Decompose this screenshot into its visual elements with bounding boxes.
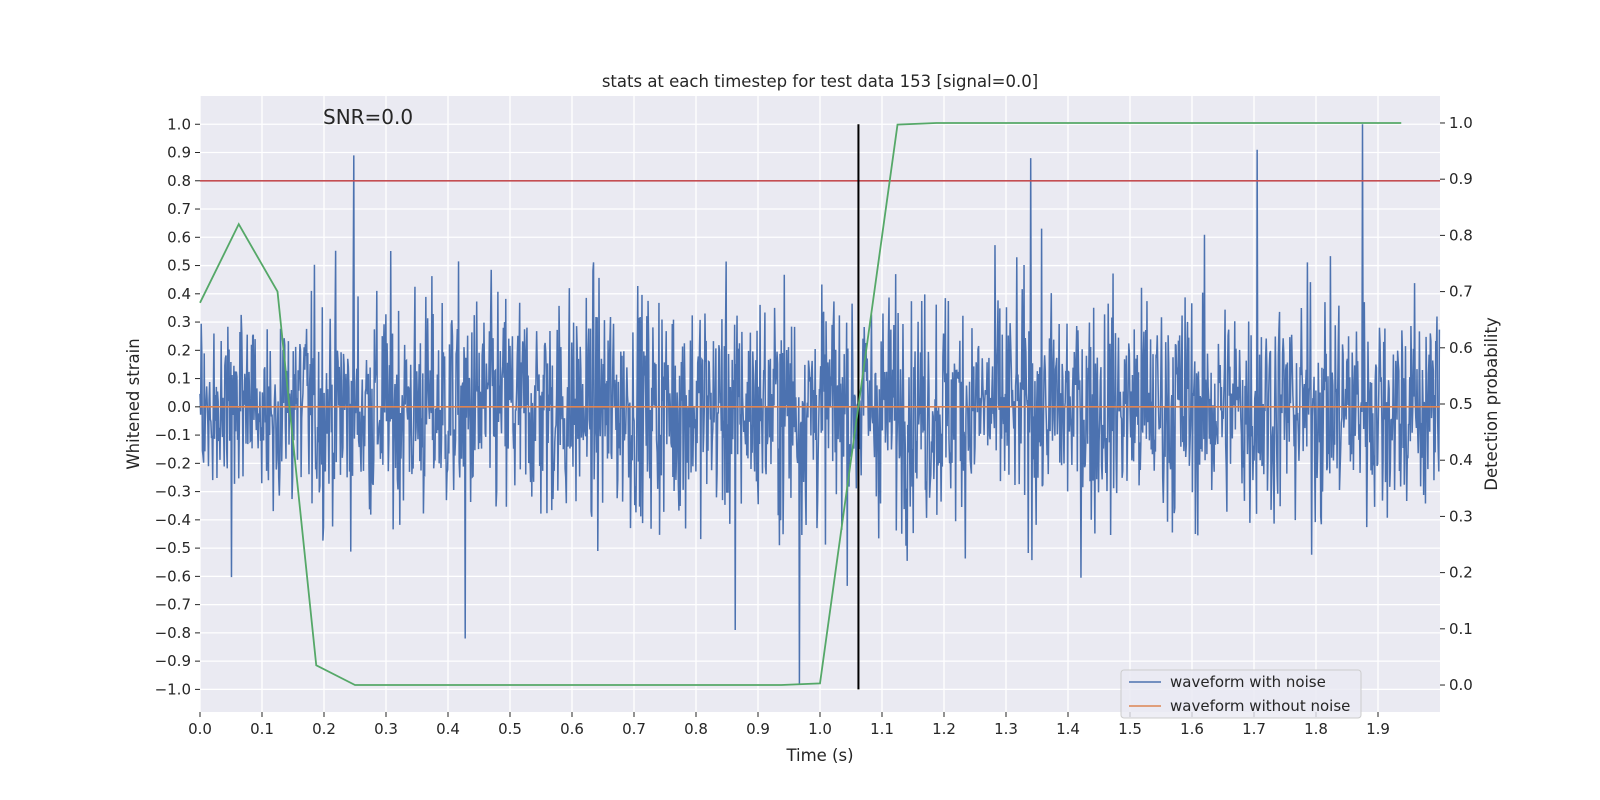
y-tick-label: 0.3 <box>167 313 191 331</box>
x-tick-label: 0.2 <box>312 720 336 738</box>
legend-box <box>1120 669 1362 719</box>
x-tick-label: 0.4 <box>436 720 460 738</box>
x-tick-label: 1.8 <box>1304 720 1328 738</box>
x-tick-label: 1.2 <box>932 720 956 738</box>
y2-tick-label: 0.3 <box>1449 507 1473 525</box>
y-axis-label: Whitened strain <box>124 338 143 469</box>
y2-tick-label: 0.1 <box>1449 620 1473 638</box>
x-tick-label: 0.7 <box>622 720 646 738</box>
x-tick-label: 0.3 <box>374 720 398 738</box>
y-tick-label: −1.0 <box>155 680 191 698</box>
y2-tick-label: 0.6 <box>1449 339 1473 357</box>
y-tick-label: 0.5 <box>167 257 191 275</box>
x-tick-label: 0.9 <box>746 720 770 738</box>
legend-label-noisy: waveform with noise <box>1170 673 1326 691</box>
y-tick-label: −0.8 <box>155 624 191 642</box>
y2-tick-label: 0.4 <box>1449 451 1473 469</box>
y-tick-label: 0.6 <box>167 228 191 246</box>
x-tick-label: 1.5 <box>1118 720 1142 738</box>
series-waveform-with-noise <box>199 124 1441 684</box>
y-tick-label: −0.4 <box>155 511 191 529</box>
x-tick-label: 0.0 <box>188 720 212 738</box>
y2-tick-label: 0.0 <box>1449 676 1473 694</box>
y-tick-label: 0.0 <box>167 398 191 416</box>
x-tick-label: 1.4 <box>1056 720 1080 738</box>
x-tick-label: 0.5 <box>498 720 522 738</box>
y-tick-label: 1.0 <box>167 115 191 133</box>
y-tick-label: 0.1 <box>167 370 191 388</box>
chart-title: stats at each timestep for test data 153… <box>602 72 1038 91</box>
snr-annotation: SNR=0.0 <box>323 105 413 129</box>
y2-tick-label: 0.9 <box>1449 170 1473 188</box>
y-tick-label: −0.6 <box>155 567 191 585</box>
x-axis-label: Time (s) <box>785 746 853 765</box>
x-tick-label: 1.9 <box>1366 720 1390 738</box>
x-tick-label: 1.7 <box>1242 720 1266 738</box>
legend-label-clean: waveform without noise <box>1170 697 1350 715</box>
y-tick-label: −0.3 <box>155 483 191 501</box>
series-detection-probability <box>199 122 1402 686</box>
y2-tick-label: 0.5 <box>1449 395 1473 413</box>
x-tick-label: 1.1 <box>870 720 894 738</box>
y-tick-label: −0.1 <box>155 426 191 444</box>
x-tick-label: 0.1 <box>250 720 274 738</box>
series-layer <box>199 122 1441 690</box>
y-tick-label: 0.9 <box>167 144 191 162</box>
x-tick-label: 1.0 <box>808 720 832 738</box>
y2-axis-label: Detection probability <box>1482 317 1501 491</box>
y-tick-label: −0.7 <box>155 596 191 614</box>
x-tick-label: 1.3 <box>994 720 1018 738</box>
x-tick-label: 1.6 <box>1180 720 1204 738</box>
y-tick-label: −0.2 <box>155 454 191 472</box>
x-tick-label: 0.8 <box>684 720 708 738</box>
y2-tick-label: 0.7 <box>1449 283 1473 301</box>
legend: waveform with noise waveform without noi… <box>1120 669 1362 719</box>
y-tick-label: −0.5 <box>155 539 191 557</box>
x-tick-label: 0.6 <box>560 720 584 738</box>
ticks: 0.0 0.1 0.2 0.3 0.4 0.5 0.6 0.7 0.8 0.9 1.0 1.1 1.2 1… <box>155 114 1473 738</box>
y-tick-label: 0.7 <box>167 200 191 218</box>
y-tick-label: −0.9 <box>155 652 191 670</box>
y2-tick-label: 0.8 <box>1449 226 1473 244</box>
y2-tick-label: 1.0 <box>1449 114 1473 132</box>
y-tick-label: 0.4 <box>167 285 191 303</box>
y2-tick-label: 0.2 <box>1449 564 1473 582</box>
y-tick-label: 0.8 <box>167 172 191 190</box>
y-tick-label: 0.2 <box>167 341 191 359</box>
